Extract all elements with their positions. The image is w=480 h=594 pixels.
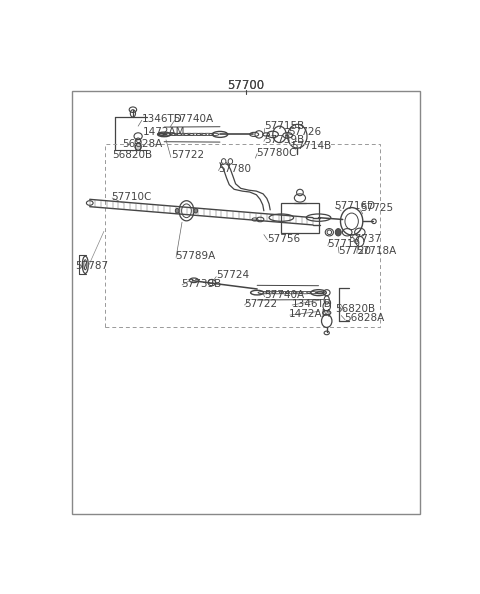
Text: 57725: 57725 bbox=[360, 204, 393, 213]
Text: 1472AM: 1472AM bbox=[143, 127, 185, 137]
Text: 56820B: 56820B bbox=[112, 150, 152, 160]
Text: 57740A: 57740A bbox=[264, 290, 304, 301]
Text: 57739B: 57739B bbox=[181, 279, 222, 289]
Text: 56820B: 56820B bbox=[335, 304, 375, 314]
Bar bbox=[281, 203, 319, 233]
Text: 57787: 57787 bbox=[75, 261, 108, 271]
Circle shape bbox=[135, 143, 141, 150]
Circle shape bbox=[175, 208, 179, 213]
Text: 57720: 57720 bbox=[338, 247, 371, 257]
Text: 57722: 57722 bbox=[244, 299, 277, 309]
Text: 56828A: 56828A bbox=[122, 140, 163, 150]
Text: 57716D: 57716D bbox=[335, 201, 376, 211]
Text: 57740A: 57740A bbox=[173, 114, 214, 124]
Bar bbox=[105, 144, 380, 327]
Text: 57722: 57722 bbox=[172, 150, 205, 160]
Text: 57726: 57726 bbox=[288, 127, 322, 137]
Text: 1346TD: 1346TD bbox=[291, 299, 332, 309]
Circle shape bbox=[335, 229, 341, 236]
Text: 1346TD: 1346TD bbox=[142, 114, 182, 124]
Text: 57756: 57756 bbox=[267, 233, 300, 244]
Text: 57724: 57724 bbox=[216, 270, 250, 280]
Text: 57780: 57780 bbox=[218, 164, 251, 174]
Text: 57715B: 57715B bbox=[264, 121, 304, 131]
Text: 57700: 57700 bbox=[228, 80, 264, 93]
Text: 57719: 57719 bbox=[327, 239, 360, 249]
Text: 57789A: 57789A bbox=[175, 251, 216, 261]
Text: 56828A: 56828A bbox=[344, 313, 384, 323]
Text: 57710C: 57710C bbox=[111, 192, 152, 201]
Text: 57780C: 57780C bbox=[256, 148, 297, 157]
Text: 57714B: 57714B bbox=[291, 141, 332, 151]
Text: 57737: 57737 bbox=[348, 233, 382, 244]
Text: 57718A: 57718A bbox=[356, 247, 396, 257]
Circle shape bbox=[194, 208, 198, 213]
Text: 57739B: 57739B bbox=[264, 135, 304, 145]
Text: 1472AM: 1472AM bbox=[289, 309, 332, 319]
Text: 57700: 57700 bbox=[228, 80, 264, 93]
